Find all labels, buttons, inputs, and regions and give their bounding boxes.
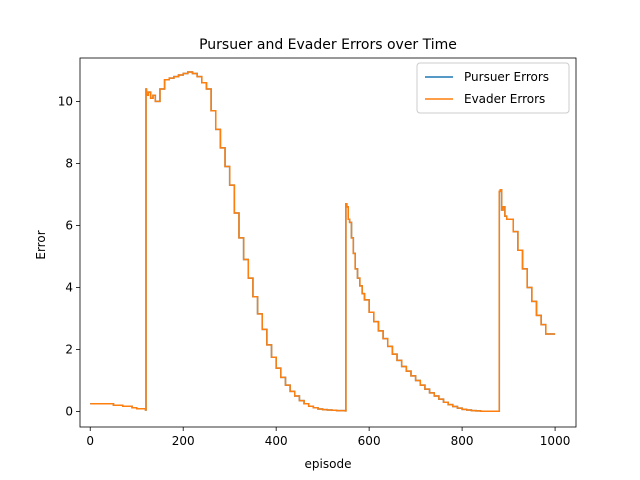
x-tick-label: 200 bbox=[172, 434, 195, 448]
y-axis-label: Error bbox=[34, 230, 48, 259]
x-tick-label: 1000 bbox=[540, 434, 571, 448]
legend: Pursuer Errors Evader Errors bbox=[416, 62, 570, 114]
legend-box bbox=[416, 62, 570, 114]
y-tick-label: 10 bbox=[58, 94, 73, 108]
series-line-evader bbox=[90, 71, 556, 412]
x-tick-label: 0 bbox=[86, 434, 94, 448]
y-tick-label: 4 bbox=[65, 280, 73, 294]
chart-title: Pursuer and Evader Errors over Time bbox=[199, 37, 457, 53]
plot-area: 0 200 400 600 800 1000 0 2 4 6 8 10 bbox=[58, 57, 577, 448]
x-axis-label: episode bbox=[305, 457, 352, 471]
y-tick-label: 0 bbox=[65, 404, 73, 418]
y-tick-label: 2 bbox=[65, 342, 73, 356]
plot-frame bbox=[79, 57, 577, 428]
x-tick-label: 400 bbox=[265, 434, 288, 448]
y-tick-label: 8 bbox=[65, 156, 73, 170]
legend-label-pursuer: Pursuer Errors bbox=[464, 70, 549, 84]
legend-label-evader: Evader Errors bbox=[464, 92, 545, 106]
x-tick-label: 800 bbox=[451, 434, 474, 448]
x-tick-label: 600 bbox=[358, 434, 381, 448]
series-line-pursuer bbox=[90, 71, 556, 412]
y-tick-label: 6 bbox=[65, 218, 73, 232]
